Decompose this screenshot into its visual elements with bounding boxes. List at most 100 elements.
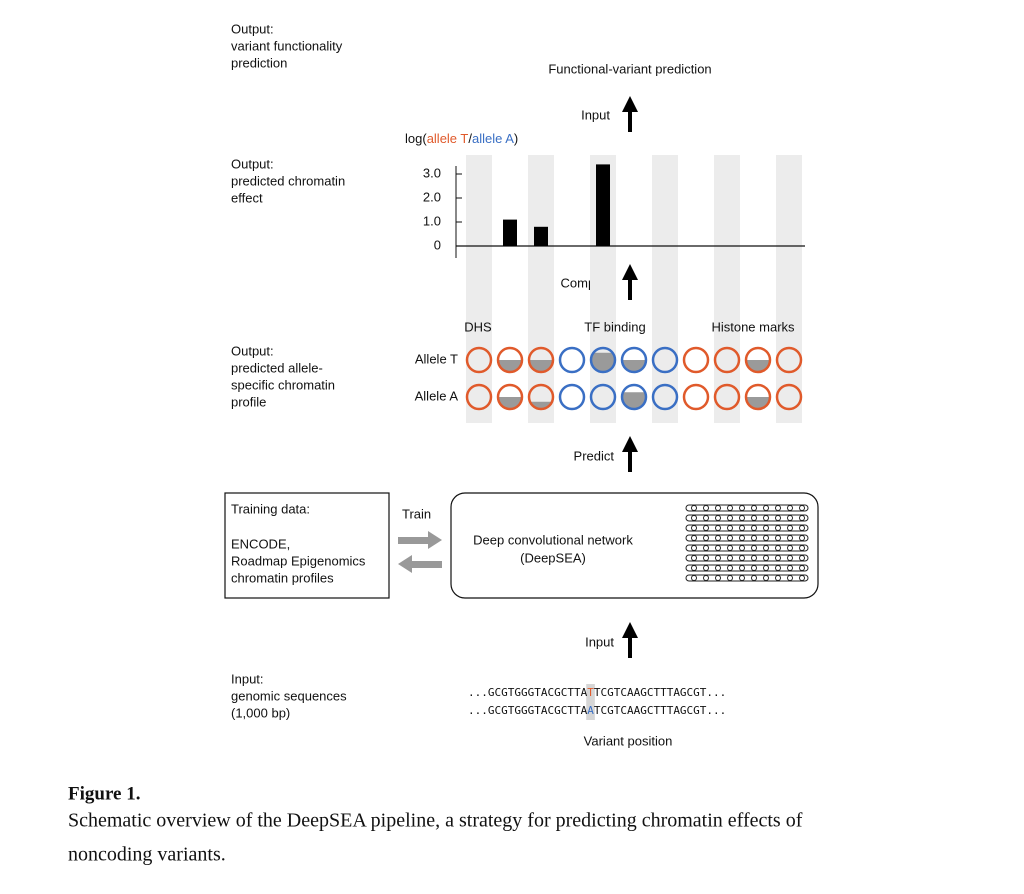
column-stripe [652, 155, 678, 423]
net-node [763, 555, 769, 561]
net-node [751, 505, 757, 511]
net-node [799, 555, 805, 561]
caption-text: Schematic overview of the DeepSEA pipeli… [68, 810, 803, 832]
allele-circle [775, 383, 803, 411]
net-node [691, 555, 697, 561]
net-node [715, 565, 721, 571]
allele-circle [620, 346, 648, 374]
net-node [703, 535, 709, 541]
train-arrows [398, 531, 442, 573]
net-node [703, 565, 709, 571]
net-node [787, 565, 793, 571]
allele-circle [651, 346, 679, 374]
net-node [703, 525, 709, 531]
net-node [691, 515, 697, 521]
y-tick-label: 3.0 [423, 165, 441, 180]
variant-highlight [586, 684, 595, 720]
prediction-title: Functional-variant prediction [548, 61, 711, 76]
allele-circle [496, 346, 524, 374]
net-node [763, 535, 769, 541]
bar [596, 164, 610, 246]
net-node [751, 575, 757, 581]
allele-circle [465, 383, 493, 411]
net-node [775, 525, 781, 531]
caption-text: noncoding variants. [68, 844, 226, 866]
allele-circle [465, 346, 493, 374]
arrows [622, 96, 638, 658]
group-label: DHS [464, 319, 492, 334]
side-label: predicted chromatin [231, 173, 345, 188]
column-stripe [714, 155, 740, 423]
allele-circle [682, 383, 710, 411]
net-layer [685, 504, 809, 512]
net-node [739, 525, 745, 531]
allele-circle [744, 383, 772, 411]
allele-circle [651, 383, 679, 411]
net-node [775, 545, 781, 551]
allele-circle [589, 383, 617, 411]
column-stripe [466, 155, 492, 423]
y-axis-label: log(allele T/allele A) [405, 131, 518, 146]
net-node [691, 565, 697, 571]
training-text: Training data: [231, 501, 310, 516]
net-node [799, 565, 805, 571]
net-layer [685, 564, 809, 572]
side-label: specific chromatin [231, 377, 335, 392]
group-label: TF binding [584, 319, 645, 334]
label-part: ) [514, 131, 518, 146]
sequence-part: T [587, 686, 594, 699]
net-node [715, 545, 721, 551]
net-node [727, 535, 733, 541]
side-label: (1,000 bp) [231, 705, 290, 720]
sequence: ...GCGTGGGTACGCTTATTCGTCAAGCTTTAGCGT... [468, 686, 726, 699]
net-layer [685, 544, 809, 552]
net-node [799, 505, 805, 511]
net-node [727, 525, 733, 531]
allele-circle [558, 346, 586, 374]
allele-circle [589, 346, 617, 374]
net-node [763, 565, 769, 571]
net-node [787, 505, 793, 511]
net-node [715, 575, 721, 581]
allele-circle [558, 383, 586, 411]
net-node [787, 555, 793, 561]
side-label: genomic sequences [231, 688, 347, 703]
training-text: ENCODE, [231, 536, 290, 551]
side-label: Output: [231, 21, 274, 36]
net-node [739, 535, 745, 541]
training-box [224, 492, 390, 599]
y-tick-label: 2.0 [423, 189, 441, 204]
net-layer [685, 524, 809, 532]
allele-circle [620, 383, 648, 411]
allele-circle [775, 346, 803, 374]
net-layer [685, 554, 809, 562]
net-node [715, 535, 721, 541]
training-text: Roadmap Epigenomics [231, 553, 366, 568]
net-node [751, 545, 757, 551]
net-node [727, 555, 733, 561]
net-node [775, 555, 781, 561]
net-node [691, 535, 697, 541]
side-label: profile [231, 394, 266, 409]
y-tick-label: 0 [434, 237, 441, 252]
net-node [727, 565, 733, 571]
net-node [739, 545, 745, 551]
net-node [715, 525, 721, 531]
net-node [799, 575, 805, 581]
net-node [703, 555, 709, 561]
net-node [763, 545, 769, 551]
allele-fill [590, 352, 615, 373]
step-label: Train [402, 506, 431, 521]
side-label: Output: [231, 156, 274, 171]
net-node [727, 505, 733, 511]
label-part: / [468, 131, 472, 146]
caption-label: Figure 1. [68, 783, 140, 804]
network-box [450, 492, 819, 599]
net-node [691, 575, 697, 581]
net-node [787, 545, 793, 551]
bar [503, 219, 517, 246]
net-node [775, 565, 781, 571]
net-node [775, 505, 781, 511]
net-node [763, 505, 769, 511]
